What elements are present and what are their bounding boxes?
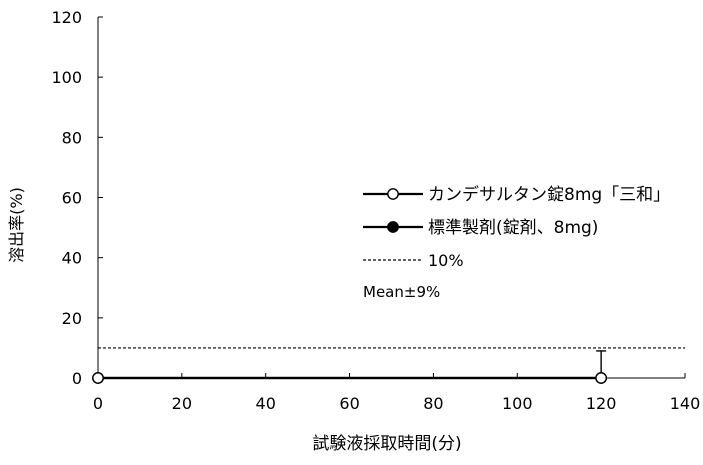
y-tick-label: 20: [62, 309, 82, 328]
x-tick-label: 140: [670, 394, 701, 413]
x-tick-label: 60: [339, 394, 359, 413]
axes-layer: 0 20 40 60 80 100 120 0 20 40 60 80 100 120 140: [51, 8, 700, 413]
x-tick-label: 40: [256, 394, 276, 413]
legend-error-bar-note: Mean±9%: [363, 283, 440, 301]
y-tick-label: 100: [51, 68, 82, 87]
y-tick-label: 40: [62, 249, 82, 268]
series-0-point-1: [595, 372, 608, 384]
x-axis-label: 試験液採取時間(分): [312, 434, 461, 454]
x-tick-label: 100: [502, 394, 533, 413]
y-tick-label: 0: [72, 369, 82, 388]
legend-label-reference: 10%: [428, 251, 464, 270]
x-tick-label: 0: [93, 394, 103, 413]
legend-marker-series-0: [387, 188, 399, 200]
y-tick-label: 60: [62, 189, 82, 208]
series-layer: [92, 372, 608, 384]
y-axis-label: 溶出率(%): [7, 187, 26, 263]
legend-marker-series-1: [387, 221, 399, 233]
error-bar-layer: [596, 350, 607, 373]
x-tick-label: 120: [586, 394, 617, 413]
y-tick-label: 80: [62, 128, 82, 147]
legend-label-series-0: カンデサルタン錠8mg「三和」: [428, 184, 670, 205]
x-tick-label: 80: [423, 394, 443, 413]
legend: カンデサルタン錠8mg「三和」標準製剤(錠剤、8mg) 10% Mean±9%: [363, 184, 670, 301]
x-tick-label: 20: [172, 394, 192, 413]
legend-label-series-1: 標準製剤(錠剤、8mg): [428, 218, 598, 238]
y-tick-label: 120: [51, 8, 82, 27]
series-0-point-0: [92, 372, 104, 384]
